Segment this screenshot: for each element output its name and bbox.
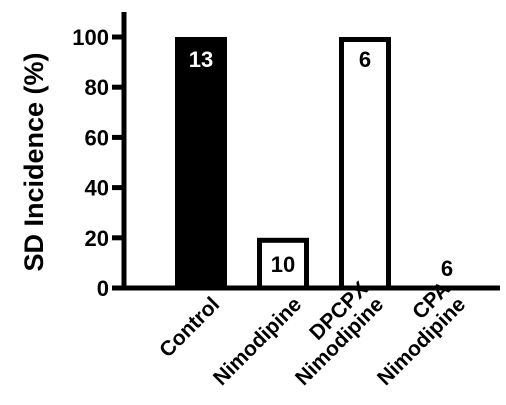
bar [175,37,227,291]
bar [339,37,391,291]
x-category-label-line: Control [155,293,224,362]
bar-n-label: 6 [359,47,371,72]
y-axis-title: SD Incidence (%) [19,52,49,271]
y-tick-label: 40 [85,176,109,201]
y-tick-label: 100 [72,25,109,50]
bars: 13 10 6 6 [175,37,453,291]
y-tick-label: 60 [85,125,109,150]
bar-n-label: 13 [189,47,213,72]
y-tick-label: 80 [85,75,109,100]
bar-n-label: 10 [271,252,295,277]
bar-n-label: 6 [441,256,453,281]
y-tick-label: 0 [97,276,109,301]
y-axis: 0 20 40 60 80 100 [72,12,127,301]
y-tick-label: 20 [85,226,109,251]
x-category-label: Control [155,293,224,362]
